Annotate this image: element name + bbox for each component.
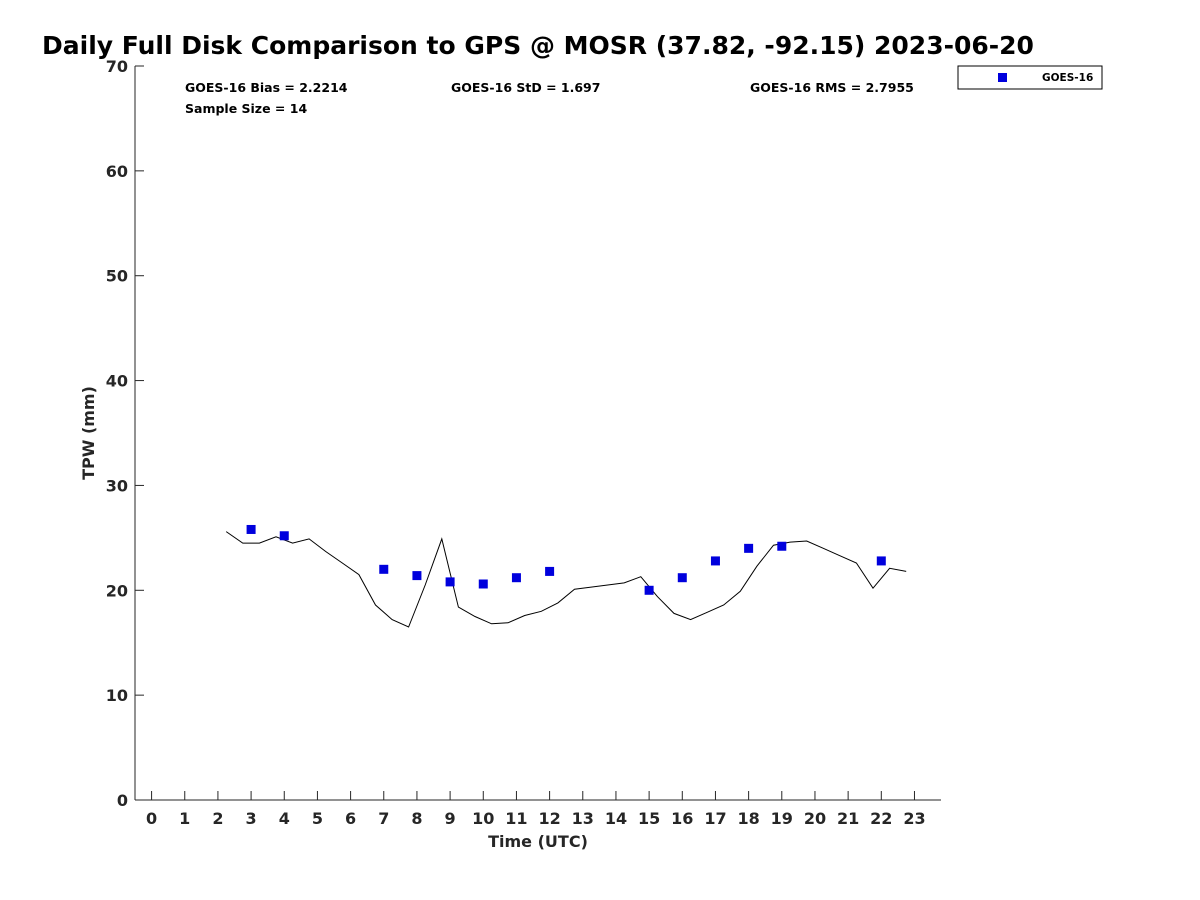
x-tick-label: 19: [771, 809, 793, 828]
x-tick-label: 3: [246, 809, 257, 828]
x-tick-label: 10: [472, 809, 494, 828]
stat-std: GOES-16 StD = 1.697: [451, 80, 600, 95]
legend-label-goes-16: GOES-16: [1042, 72, 1093, 84]
y-tick-label: 60: [106, 162, 128, 181]
x-tick-label: 15: [638, 809, 660, 828]
gps-line: [225, 531, 907, 628]
x-tick-label: 0: [146, 809, 157, 828]
x-tick-label: 9: [445, 809, 456, 828]
x-tick-label: 4: [279, 809, 290, 828]
goes-16-point: [478, 579, 488, 589]
x-tick-label: 1: [179, 809, 190, 828]
goes-16-point: [379, 564, 389, 574]
x-axis-label: Time (UTC): [488, 832, 588, 851]
x-tick-label: 18: [737, 809, 759, 828]
series-layer: [225, 524, 907, 628]
x-tick-label: 8: [411, 809, 422, 828]
goes-16-point: [744, 543, 754, 553]
y-tick-label: 50: [106, 267, 128, 286]
y-tick-label: 20: [106, 581, 128, 600]
x-tick-label: 5: [312, 809, 323, 828]
goes-16-point: [777, 541, 787, 551]
x-tick-label: 2: [212, 809, 223, 828]
goes-16-point: [644, 585, 654, 595]
axes: [134, 66, 941, 801]
legend: GOES-16: [957, 65, 1103, 90]
goes-16-point: [511, 573, 521, 583]
stat-rms: GOES-16 RMS = 2.7955: [750, 80, 914, 95]
y-tick-label: 10: [106, 686, 128, 705]
x-tick-label: 14: [605, 809, 627, 828]
y-tick-label: 0: [117, 791, 128, 810]
x-tick-label: 23: [903, 809, 925, 828]
goes-16-point: [246, 524, 256, 534]
goes-16-point: [412, 571, 422, 581]
goes-16-point: [710, 556, 720, 566]
y-tick-label: 40: [106, 372, 128, 391]
goes-16-point: [445, 577, 455, 587]
y-axis-label: TPW (mm): [79, 386, 98, 480]
stat-sample-size: Sample Size = 14: [185, 101, 307, 116]
goes-16-point: [677, 573, 687, 583]
x-tick-label: 16: [671, 809, 693, 828]
y-tick-label: 70: [106, 57, 128, 76]
x-tick-label: 20: [804, 809, 826, 828]
x-tick-label: 17: [704, 809, 726, 828]
y-tick-label: 30: [106, 476, 128, 495]
goes-16-point: [279, 531, 289, 541]
x-tick-label: 6: [345, 809, 356, 828]
x-tick-label: 13: [572, 809, 594, 828]
legend-marker-goes-16: [998, 73, 1007, 82]
x-tick-label: 21: [837, 809, 859, 828]
x-tick-label: 11: [505, 809, 527, 828]
x-ticks: 0 1 2 3 4 5 6 7 8 9 10 11 12 13 14 15 16 17 18 19 20 21 22 23: [146, 791, 926, 828]
x-tick-label: 22: [870, 809, 892, 828]
x-tick-label: 12: [538, 809, 560, 828]
stat-bias: GOES-16 Bias = 2.2214: [185, 80, 348, 95]
goes-16-point: [545, 566, 555, 576]
goes-16-point: [876, 556, 886, 566]
y-ticks: 0 10 20 30 40 50 60 70: [106, 57, 144, 810]
chart-title: Daily Full Disk Comparison to GPS @ MOSR…: [42, 31, 1034, 60]
x-tick-label: 7: [378, 809, 389, 828]
legend-box: [957, 65, 1103, 90]
